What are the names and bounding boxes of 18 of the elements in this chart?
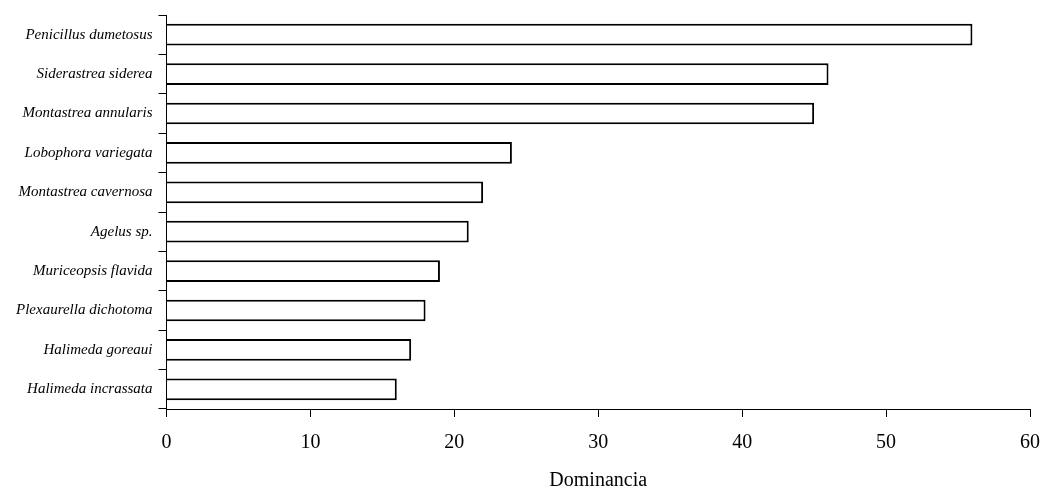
y-tick-label: Lobophora variegata [23, 143, 153, 160]
x-tick-label: 40 [732, 430, 753, 453]
y-tick-label: Siderastrea siderea [36, 65, 153, 82]
x-tick-label: 50 [876, 430, 897, 453]
x-tick-label: 60 [1020, 430, 1040, 453]
y-tick-label: Montastrea annularis [21, 104, 153, 121]
x-tick-label: 0 [161, 430, 172, 453]
y-tick-label: Agelus sp. [89, 222, 153, 239]
y-tick-label: Penicillus dumetosus [24, 25, 153, 42]
x-tick-label: 20 [444, 430, 465, 453]
x-tick-label: 30 [588, 430, 609, 453]
y-tick-label: Halimeda goreaui [42, 340, 153, 357]
y-tick-label: Halimeda incrassata [26, 380, 153, 397]
x-tick-label: 10 [300, 430, 321, 453]
y-tick-label: Muriceopsis flavida [31, 262, 153, 279]
y-tick-label: Plexaurella dichotoma [14, 301, 153, 318]
y-tick-label: Montastrea cavernosa [17, 183, 153, 200]
x-axis-title: Dominancia [549, 468, 648, 491]
